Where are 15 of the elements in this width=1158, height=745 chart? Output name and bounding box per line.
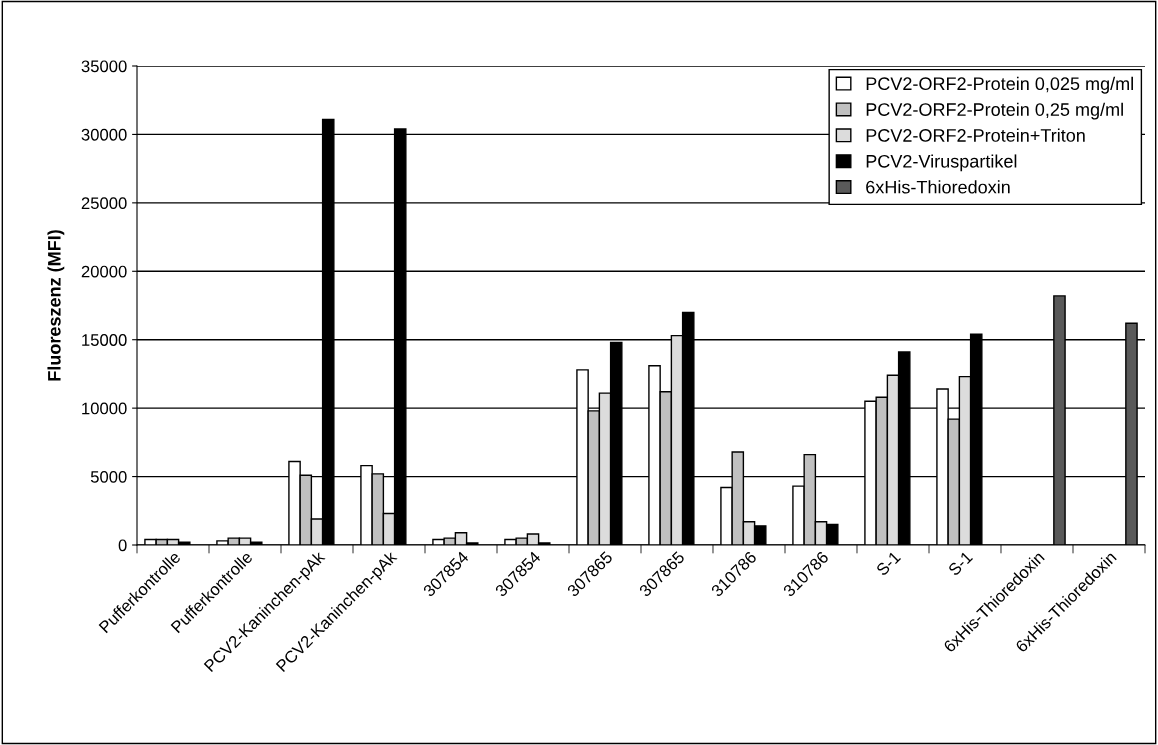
y-tick-label: 15000 [82,334,127,346]
y-tick-label: 35000 [81,60,127,73]
legend-label: PCV2-ORF2-Protein 0,25 mg/ml [866,102,1123,120]
y-tick-label: 5000 [90,470,127,483]
legend-label: PCV2-ORF2-Protein+Triton [866,128,1085,142]
legend-label: PCV2-ORF2-Protein 0,025 mg/ml [866,76,1133,94]
y-axis-title: Fluoreszenz (MFI) [47,230,65,381]
y-tick-label: 30000 [81,128,127,141]
y-tick-label: 0 [118,539,127,552]
legend-label: PCV2-Viruspartikel [866,154,1017,172]
y-tick-label: 10000 [82,402,127,415]
y-tick-label: 25000 [81,197,127,210]
legend-label: 6xHis-Thioredoxin [866,180,1010,194]
x-tick-label: S-1 [875,550,902,577]
y-tick-label: 20000 [81,265,127,278]
